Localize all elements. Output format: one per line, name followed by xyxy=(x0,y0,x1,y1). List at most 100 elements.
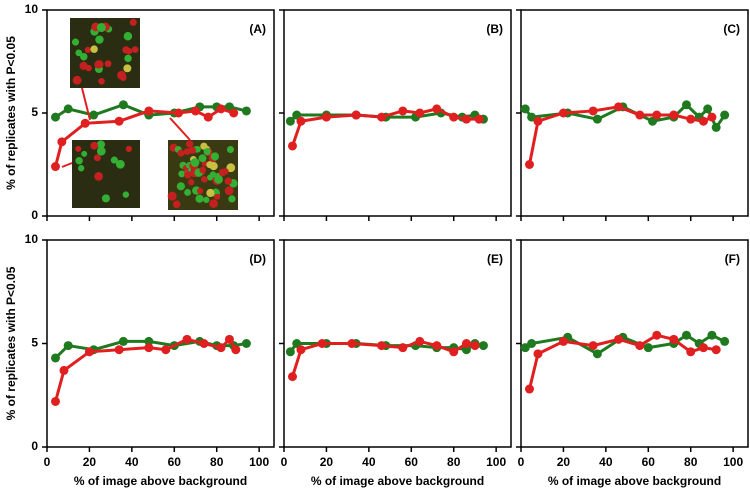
y-axis-title: % of replicates with P<0.05 xyxy=(4,36,18,190)
data-point xyxy=(351,110,361,120)
data-point xyxy=(524,384,534,394)
inset-speckle xyxy=(90,141,99,150)
inset-speckle xyxy=(123,64,132,73)
data-point xyxy=(224,334,234,344)
data-point xyxy=(588,341,598,351)
panel-label: (D) xyxy=(249,252,266,266)
inset-speckle xyxy=(184,189,191,196)
data-point xyxy=(285,347,295,357)
inset-speckle xyxy=(184,170,192,179)
inset-speckle xyxy=(178,170,186,178)
data-point xyxy=(711,122,721,132)
inset-speckle xyxy=(90,45,98,53)
inset-speckle xyxy=(93,154,101,162)
data-point xyxy=(174,108,184,118)
data-point xyxy=(527,112,537,122)
data-point xyxy=(698,343,708,353)
x-tick-label: 20 xyxy=(320,455,334,469)
data-point xyxy=(296,116,306,126)
inset-pointer xyxy=(81,87,91,121)
panel-label: (F) xyxy=(725,252,740,266)
x-tick-label: 100 xyxy=(486,455,506,469)
x-tick-label: 80 xyxy=(210,455,224,469)
data-point xyxy=(707,330,717,340)
data-point xyxy=(643,343,653,353)
inset-speckle xyxy=(172,200,181,209)
inset-speckle xyxy=(131,46,139,53)
x-tick-label: 40 xyxy=(599,455,613,469)
inset-speckle xyxy=(209,199,218,208)
inset-speckle xyxy=(122,46,130,54)
x-tick-label: 60 xyxy=(168,455,182,469)
x-tick-label: 100 xyxy=(723,455,743,469)
data-point xyxy=(470,341,480,351)
inset-speckle xyxy=(177,149,185,157)
data-point xyxy=(703,104,713,114)
inset-speckle xyxy=(201,175,208,183)
inset-speckle xyxy=(71,38,80,46)
inset-speckle xyxy=(198,154,207,163)
inset-speckle xyxy=(226,146,235,154)
data-point xyxy=(686,347,696,357)
inset-pointer xyxy=(169,117,191,141)
data-point xyxy=(144,343,154,353)
x-axis-title: % of image above background xyxy=(74,474,247,488)
inset-speckle xyxy=(199,166,207,174)
data-point xyxy=(652,110,662,120)
inset-speckle xyxy=(185,140,194,148)
inset-speckle xyxy=(224,177,232,185)
inset-speckle xyxy=(95,35,104,44)
inset-speckle xyxy=(119,74,127,81)
inset-speckle xyxy=(79,61,88,70)
panel-label: (E) xyxy=(487,252,503,266)
data-point xyxy=(216,104,226,114)
data-point xyxy=(432,104,442,114)
data-point xyxy=(686,114,696,124)
data-point xyxy=(432,341,442,351)
data-point xyxy=(681,330,691,340)
data-point xyxy=(614,102,624,112)
data-point xyxy=(241,106,251,116)
panel-label: (A) xyxy=(249,22,266,36)
inset-speckle xyxy=(195,194,204,203)
data-point xyxy=(533,349,543,359)
data-point xyxy=(635,341,645,351)
data-point xyxy=(707,112,717,122)
inset-speckle xyxy=(123,32,133,41)
data-point xyxy=(114,345,124,355)
inset-speckle xyxy=(176,182,185,191)
x-tick-label: 20 xyxy=(83,455,97,469)
inset-speckle xyxy=(188,146,196,154)
panel-label: (B) xyxy=(486,22,503,36)
data-point xyxy=(461,114,471,124)
data-point xyxy=(520,343,530,353)
data-point xyxy=(474,114,484,124)
y-tick-label: 5 xyxy=(31,336,38,350)
x-tick-label: 40 xyxy=(362,455,376,469)
inset-speckle xyxy=(75,157,83,165)
data-point xyxy=(191,106,201,116)
inset-speckle xyxy=(94,172,103,181)
inset-speckle xyxy=(228,195,236,203)
data-point xyxy=(377,112,387,122)
data-point xyxy=(698,116,708,126)
data-point xyxy=(321,112,331,122)
data-point xyxy=(398,106,408,116)
data-point xyxy=(415,336,425,346)
inset-pointer xyxy=(61,162,73,168)
inset-speckle xyxy=(206,188,215,198)
data-point xyxy=(449,112,459,122)
inset-speckle xyxy=(209,171,217,178)
inset-speckle xyxy=(167,191,177,201)
data-point xyxy=(588,106,598,116)
data-point xyxy=(478,341,488,351)
data-point xyxy=(57,137,67,147)
x-tick-label: 80 xyxy=(447,455,461,469)
data-point xyxy=(50,162,60,172)
data-point xyxy=(533,116,543,126)
data-point xyxy=(398,343,408,353)
data-point xyxy=(287,141,297,151)
inset-speckle xyxy=(75,145,82,152)
data-point xyxy=(118,100,128,110)
x-tick-label: 100 xyxy=(249,455,269,469)
